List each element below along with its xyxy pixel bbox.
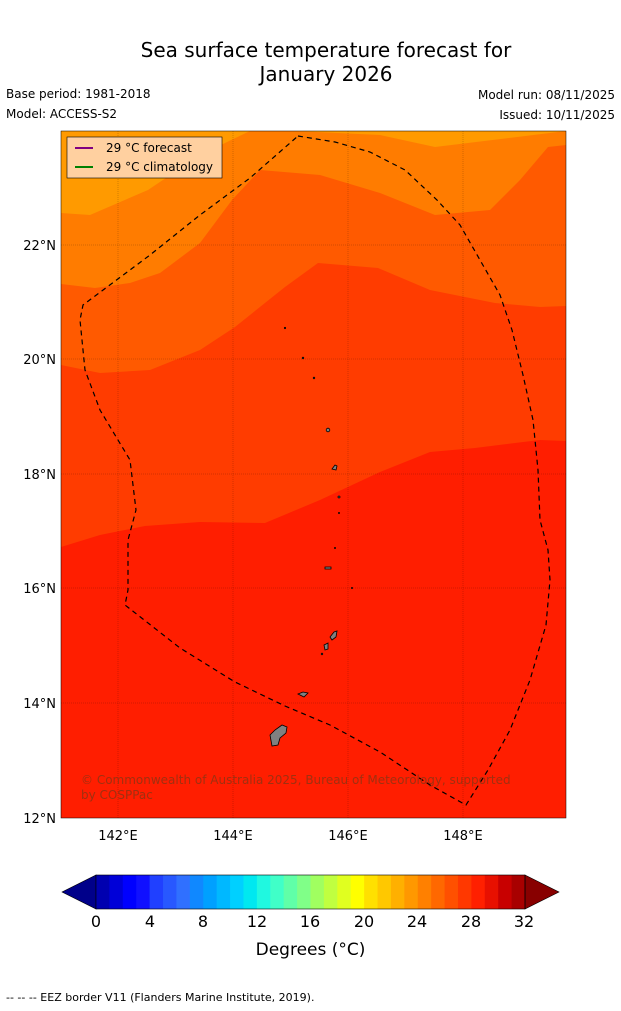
colorbar-cell [404, 875, 419, 909]
colorbar-cell [203, 875, 218, 909]
colorbar-cell [377, 875, 392, 909]
lon-tick: 144°E [213, 829, 253, 844]
lon-tick: 146°E [328, 829, 368, 844]
colorbar-cell [176, 875, 191, 909]
lat-tick: 20°N [23, 353, 56, 368]
colorbar-cell [243, 875, 258, 909]
colorbar-cell [136, 875, 151, 909]
colorbar-tick: 0 [91, 912, 101, 931]
colorbar-tick: 20 [354, 912, 374, 931]
colorbar-cell [216, 875, 231, 909]
colorbar [61, 874, 560, 910]
lat-tick: 16°N [23, 582, 56, 597]
colorbar-cell [511, 875, 526, 909]
copyright-line-1: © Commonwealth of Australia 2025, Bureau… [81, 773, 511, 787]
colorbar-label: Degrees (°C) [255, 940, 366, 960]
model-name: Model: ACCESS-S2 [6, 107, 118, 121]
colorbar-cell [297, 875, 311, 909]
colorbar-cell [471, 875, 486, 909]
colorbar-cell [230, 875, 244, 909]
colorbar-tick: 16 [300, 912, 320, 931]
base-period: Base period: 1981-2018 [6, 87, 151, 101]
colorbar-cell [283, 875, 298, 909]
title-line-1: Sea surface temperature forecast for [140, 38, 512, 62]
lon-tick: 142°E [98, 829, 138, 844]
issued-date: Issued: 10/11/2025 [499, 108, 615, 122]
colorbar-tick: 8 [198, 912, 208, 931]
colorbar-cell [163, 875, 177, 909]
colorbar-cell [484, 875, 499, 909]
title-line-2: January 2026 [259, 62, 393, 86]
colorbar-cell [457, 875, 472, 909]
lat-tick: 12°N [23, 812, 56, 827]
colorbar-tick: 4 [145, 912, 155, 931]
gridlines [61, 131, 566, 818]
colorbar-cell [444, 875, 459, 909]
chart-title: Sea surface temperature forecast for Jan… [0, 38, 621, 86]
colorbar-tick: 12 [247, 912, 267, 931]
lat-tick: 14°N [23, 697, 56, 712]
colorbar-cell [149, 875, 164, 909]
sst-contours: © Commonwealth of Australia 2025, Bureau… [61, 131, 566, 818]
colorbar-cell [96, 875, 110, 909]
colorbar-tick: 32 [514, 912, 534, 931]
colorbar-cell [323, 875, 338, 909]
colorbar-cell [109, 875, 124, 909]
colorbar-ticks: 0 4 8 12 16 20 24 28 32 [91, 912, 534, 931]
colorbar-cell [337, 875, 352, 909]
colorbar-cell [256, 875, 271, 909]
lat-tick: 18°N [23, 468, 56, 483]
colorbar-cell [350, 875, 365, 909]
legend-forecast-label: 29 °C forecast [106, 141, 192, 155]
lat-tick: 22°N [23, 239, 56, 254]
colorbar-frame [95, 874, 526, 910]
colorbar-cell [431, 875, 446, 909]
legend: 29 °C forecast 29 °C climatology [66, 136, 223, 179]
eez-footnote: -- -- -- EEZ border V11 (Flanders Marine… [6, 991, 315, 1004]
islands [269, 326, 353, 747]
colorbar-cell [364, 875, 379, 909]
lon-tick: 148°E [443, 829, 483, 844]
lat-axis: 22°N 20°N 18°N 16°N 14°N 12°N [23, 239, 56, 827]
colorbar-cell [122, 875, 137, 909]
colorbar-cell [270, 875, 285, 909]
colorbar-cell [189, 875, 204, 909]
legend-box [66, 136, 223, 179]
colorbar-cell [390, 875, 405, 909]
colorbar-tick: 24 [407, 912, 427, 931]
legend-climatology-label: 29 °C climatology [106, 160, 213, 174]
colorbar-tick: 28 [461, 912, 481, 931]
model-run: Model run: 08/11/2025 [477, 88, 615, 102]
colorbar-cell [417, 875, 432, 909]
lon-axis: 142°E 144°E 146°E 148°E [98, 829, 483, 844]
map-frame [60, 130, 567, 819]
colorbar-max-arrow [524, 874, 560, 910]
colorbar-min-arrow [61, 874, 97, 910]
colorbar-cell [310, 875, 325, 909]
copyright-line-2: by COSPPac [81, 788, 153, 802]
colorbar-cell [498, 875, 513, 909]
